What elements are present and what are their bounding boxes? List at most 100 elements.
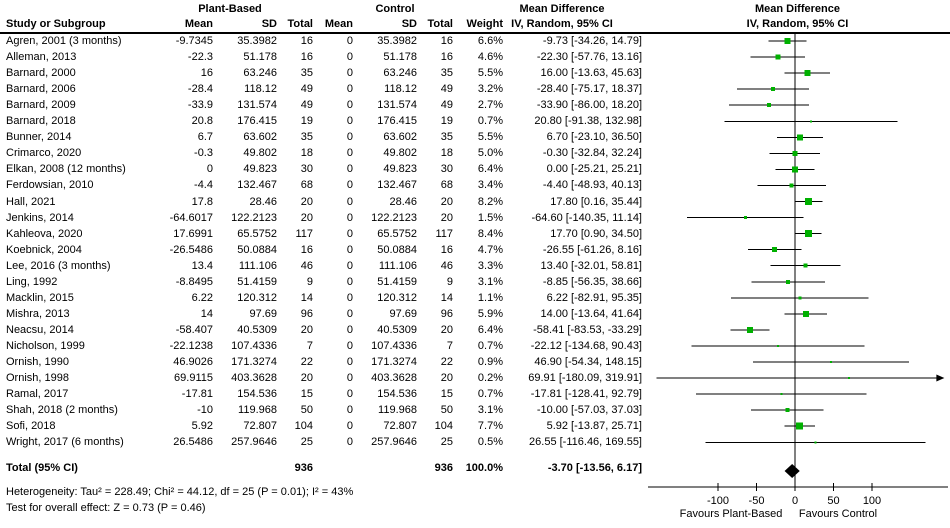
- table-row: Barnard, 2018 20.8 176.415 19 0 176.415 …: [0, 113, 660, 129]
- study-ci-text: -4.40 [-48.93, 40.13]: [542, 179, 642, 192]
- study-label: Barnard, 2018: [6, 115, 76, 128]
- study-total1: 96: [300, 307, 313, 320]
- study-ci-text: 6.22 [-82.91, 95.35]: [546, 291, 642, 304]
- study-sd1: 118.12: [244, 83, 277, 96]
- study-mean2: 0: [346, 179, 353, 192]
- table-row: Alleman, 2013 -22.3 51.178 16 0 51.178 1…: [0, 49, 660, 65]
- study-mean2: 0: [346, 356, 353, 368]
- study-sd2: 119.968: [378, 404, 417, 417]
- study-sd2: 131.574: [377, 99, 417, 112]
- study-sd2: 63.246: [383, 67, 417, 80]
- study-label: Lee, 2016 (3 months): [6, 259, 111, 272]
- effect-marker: [830, 361, 833, 363]
- study-weight: 6.4%: [477, 163, 503, 176]
- study-mean2: 0: [346, 372, 353, 385]
- study-total1: 35: [300, 131, 313, 144]
- table-row: Barnard, 2009 -33.9 131.574 49 0 131.574…: [0, 97, 660, 113]
- heterogeneity-stats: Heterogeneity: Tau² = 228.49; Chi² = 44.…: [6, 486, 354, 498]
- study-sd2: 403.3628: [371, 372, 417, 385]
- study-total1: 15: [300, 388, 313, 401]
- study-sd2: 28.46: [389, 195, 417, 208]
- study-weight: 0.5%: [477, 436, 503, 449]
- study-total2: 96: [440, 307, 453, 320]
- study-total1: 7: [306, 339, 313, 352]
- study-total1: 20: [300, 195, 313, 208]
- study-total1: 22: [300, 356, 313, 368]
- study-sd1: 49.823: [243, 163, 277, 176]
- study-sd2: 176.415: [377, 115, 417, 128]
- tick-label: 0: [792, 495, 798, 507]
- study-sd1: 122.2123: [231, 211, 277, 224]
- study-sd1: 50.0884: [237, 243, 277, 256]
- study-mean2: 0: [346, 163, 353, 176]
- study-total2: 117: [435, 227, 453, 240]
- column-header-sd2: SD: [401, 18, 417, 30]
- effect-marker: [772, 247, 778, 253]
- study-label: Koebnick, 2004: [6, 243, 82, 256]
- total-n2: 936: [434, 462, 453, 474]
- study-sd1: 120.312: [237, 291, 277, 304]
- total-ci-text: -3.70 [-13.56, 6.17]: [547, 462, 642, 474]
- study-mean2: 0: [346, 195, 353, 208]
- study-sd1: 132.467: [237, 179, 277, 192]
- study-total2: 20: [440, 211, 453, 224]
- study-ci-text: 17.70 [0.90, 34.50]: [550, 227, 642, 240]
- table-row: Barnard, 2000 16 63.246 35 0 63.246 35 5…: [0, 65, 660, 81]
- study-mean2: 0: [346, 211, 353, 224]
- study-total1: 25: [300, 436, 313, 449]
- table-row: Ornish, 1998 69.9115 403.3628 20 0 403.3…: [0, 370, 660, 386]
- study-sd1: 40.5309: [237, 323, 277, 336]
- study-mean2: 0: [346, 227, 353, 240]
- favours-right-label: Favours Control: [799, 508, 877, 520]
- study-weight: 6.4%: [477, 323, 503, 336]
- study-weight: 5.5%: [477, 131, 503, 144]
- study-sd2: 171.3274: [371, 356, 417, 368]
- effect-marker: [766, 103, 771, 108]
- study-mean2: 0: [346, 436, 353, 449]
- study-mean1: -22.1238: [169, 339, 213, 352]
- study-total1: 9: [306, 275, 313, 288]
- study-sd2: 40.5309: [377, 323, 417, 336]
- study-total1: 20: [300, 211, 313, 224]
- effect-marker: [785, 408, 790, 413]
- study-total2: 16: [440, 35, 453, 47]
- study-mean1: -17.81: [181, 388, 213, 401]
- study-mean1: 13.4: [191, 259, 213, 272]
- table-row: Shah, 2018 (2 months) -10 119.968 50 0 1…: [0, 402, 660, 418]
- study-total1: 14: [300, 291, 313, 304]
- study-mean2: 0: [346, 115, 353, 128]
- column-header-mean1: Mean: [184, 18, 213, 30]
- study-total2: 18: [440, 147, 453, 160]
- study-mean1: -64.6017: [169, 211, 213, 224]
- ci-arrow-right: [936, 374, 945, 382]
- effect-marker: [776, 344, 779, 347]
- effect-marker: [804, 70, 811, 77]
- column-header-sd1: SD: [261, 18, 277, 30]
- study-total2: 16: [440, 51, 453, 64]
- study-sd1: 49.802: [243, 147, 277, 160]
- study-label: Wright, 2017 (6 months): [6, 436, 124, 449]
- study-total2: 22: [440, 356, 453, 368]
- study-mean1: 46.9026: [173, 356, 213, 368]
- study-label: Sofi, 2018: [6, 420, 56, 433]
- study-sd2: 97.69: [389, 307, 417, 320]
- study-ci-text: 26.55 [-116.46, 169.55]: [529, 436, 642, 449]
- study-sd1: 72.807: [243, 420, 277, 433]
- study-mean1: 69.9115: [174, 372, 213, 385]
- study-label: Ornish, 1998: [6, 372, 69, 385]
- study-mean1: -26.5486: [169, 243, 213, 256]
- study-total1: 20: [300, 372, 313, 385]
- study-ci-text: 13.40 [-32.01, 58.81]: [540, 259, 642, 272]
- column-header-study: Study or Subgroup: [6, 18, 106, 30]
- column-header-total1: Total: [287, 18, 313, 30]
- study-total2: 20: [440, 372, 453, 385]
- study-total1: 18: [300, 147, 313, 160]
- total-weight: 100.0%: [465, 462, 503, 474]
- study-mean2: 0: [346, 404, 353, 417]
- study-total2: 46: [440, 259, 453, 272]
- study-mean1: 17.8: [191, 195, 213, 208]
- study-sd1: 35.3982: [237, 35, 277, 47]
- study-sd1: 176.415: [237, 115, 277, 128]
- study-ci-text: -58.41 [-83.53, -33.29]: [533, 323, 642, 336]
- mean-difference-text-header: Mean Difference: [519, 3, 605, 15]
